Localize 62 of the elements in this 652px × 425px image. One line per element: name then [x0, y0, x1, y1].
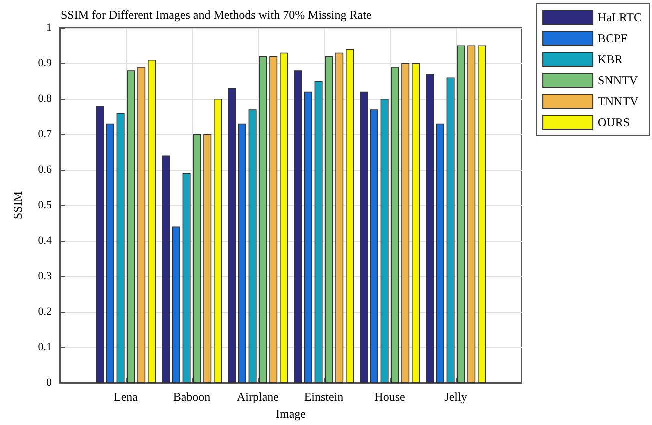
y-tick-label: 0.2: [38, 306, 52, 318]
bar: [380, 99, 389, 383]
bar: [204, 134, 212, 383]
bar: [182, 174, 191, 383]
bar: [426, 74, 434, 383]
legend-label: BCPF: [598, 32, 628, 46]
bar: [478, 46, 486, 383]
x-tick-label: Einstein: [304, 390, 344, 404]
bar: [248, 110, 257, 383]
y-tick-label: 0: [46, 377, 52, 389]
x-tick-label: House: [374, 390, 406, 404]
y-tick-label: 0.7: [38, 128, 52, 140]
bar: [148, 60, 156, 383]
y-tick-label: 1: [46, 22, 52, 34]
bar: [162, 156, 170, 383]
legend-label: SNNTV: [598, 74, 638, 88]
y-tick-label: 0.4: [38, 235, 52, 247]
bar: [336, 52, 344, 383]
x-tick-label: Lena: [114, 390, 139, 404]
bar: [402, 64, 410, 383]
bar: [193, 134, 202, 383]
bar: [228, 88, 236, 383]
x-axis-title: Image: [276, 406, 306, 421]
bar: [370, 110, 378, 383]
bar: [325, 56, 334, 383]
bar: [457, 46, 466, 383]
bar: [468, 46, 476, 383]
y-tick-label: 0.5: [38, 200, 52, 212]
bar: [106, 124, 114, 383]
legend-label: KBR: [598, 52, 623, 66]
bar: [346, 49, 354, 383]
bar: [96, 106, 104, 383]
bar: [314, 81, 323, 383]
bar: [446, 78, 455, 383]
bar: [436, 124, 444, 383]
bar: [238, 124, 246, 383]
y-tick-label: 0.6: [38, 164, 52, 176]
bar: [294, 70, 302, 383]
bar: [259, 56, 268, 383]
y-tick-label: 0.3: [38, 270, 52, 282]
x-tick-label: Baboon: [173, 390, 211, 404]
legend-label: TNNTV: [598, 94, 640, 108]
y-tick-label: 0.1: [38, 342, 52, 354]
y-axis-title: SSIM: [11, 191, 25, 220]
legend-label: HaLRTC: [598, 10, 642, 24]
bar: [412, 64, 420, 383]
y-tick-label: 0.9: [38, 58, 52, 70]
bar: [172, 226, 180, 383]
y-tick-label: 0.8: [38, 93, 52, 105]
chart-title: SSIM for Different Images and Methods with 70% Missing Rate: [61, 8, 372, 22]
bar: [360, 92, 368, 383]
bar: [280, 52, 288, 383]
bar: [138, 67, 146, 383]
x-tick-label: Jelly: [444, 390, 468, 404]
bar: [391, 67, 400, 383]
bar: [116, 113, 125, 383]
x-tick-label: Airplane: [237, 390, 279, 404]
bar: [270, 56, 278, 383]
legend-label: OURS: [598, 116, 630, 130]
bar: [214, 99, 222, 383]
bar: [127, 70, 136, 383]
bar: [304, 92, 312, 383]
